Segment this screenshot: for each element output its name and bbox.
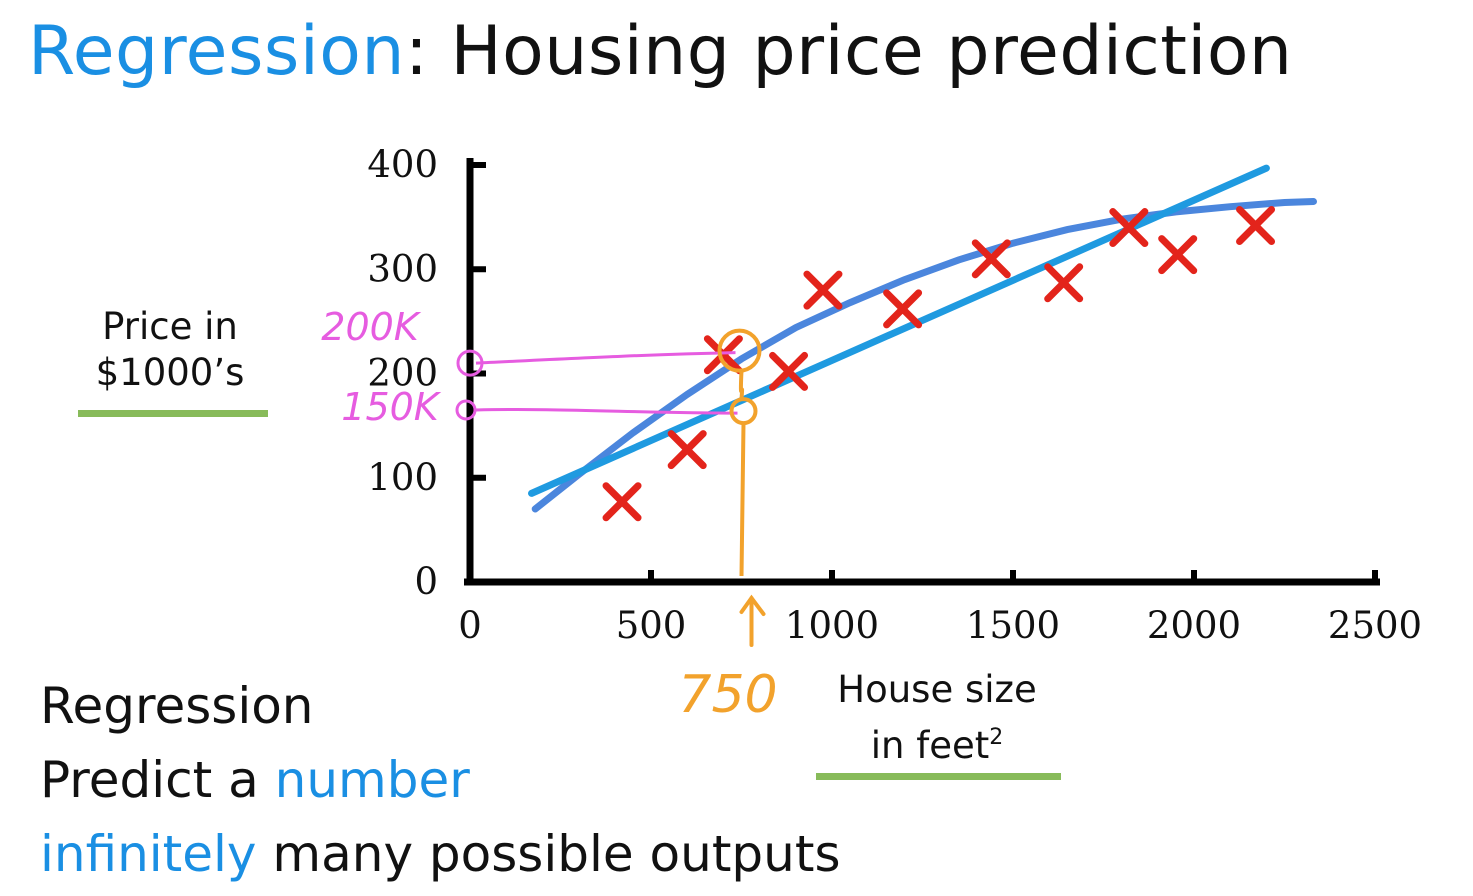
x-axis-label-line2: in feet2 xyxy=(870,724,1004,767)
orange-x-label: 750 xyxy=(678,665,777,725)
data-point-cross xyxy=(883,289,923,329)
data-point-cross xyxy=(1158,235,1198,275)
orange-vertical-guide xyxy=(738,370,746,577)
x-tick-label: 500 xyxy=(616,604,687,647)
pink-label-low: 150K xyxy=(341,385,442,429)
title-rest: : Housing price prediction xyxy=(404,12,1293,91)
orange-up-arrow xyxy=(739,594,766,647)
x-tick-label: 1500 xyxy=(966,604,1060,647)
y-tick-label: 300 xyxy=(367,247,438,290)
y-tick-label: 0 xyxy=(414,560,438,603)
infinitely-many-outputs-line: infinitely many possible outputs xyxy=(40,825,841,883)
y-axis-label: Price in $1000’s xyxy=(60,304,280,396)
title-accent: Regression xyxy=(28,12,405,91)
pink-circle-low xyxy=(455,399,477,421)
x-tick-label: 0 xyxy=(458,604,482,647)
x-tick-label: 1000 xyxy=(785,604,879,647)
data-point-cross xyxy=(602,482,642,522)
y-axis-label-line1: Price in xyxy=(102,305,238,348)
data-point-cross xyxy=(1236,205,1276,245)
page-title: Regression: Housing price prediction xyxy=(28,8,1293,96)
prediction-annotations: 200K 150K 750 xyxy=(321,305,777,725)
chart-axes xyxy=(464,158,1380,586)
regression-heading: Regression xyxy=(40,677,314,735)
data-point-cross xyxy=(803,270,843,310)
pink-circle-high xyxy=(456,349,484,377)
linear-fit-line xyxy=(528,164,1270,497)
data-point-cross xyxy=(703,335,743,375)
data-point-cross xyxy=(971,239,1011,279)
predict-a-number-line: Predict a number xyxy=(40,751,470,809)
pink-guide-high xyxy=(475,351,736,365)
x-tick-label: 2000 xyxy=(1147,604,1241,647)
data-point-cross xyxy=(769,351,809,391)
pink-guide-low xyxy=(475,408,738,415)
data-point-cross xyxy=(1109,208,1149,248)
y-tick-label: 100 xyxy=(367,456,438,499)
data-point-cross xyxy=(1044,263,1084,303)
fit-lines xyxy=(528,164,1317,513)
x-axis-label-line1: House size xyxy=(837,668,1037,711)
y-tick-label: 200 xyxy=(367,352,438,395)
y-tick-label: 400 xyxy=(367,143,438,186)
y-label-underline xyxy=(78,410,268,417)
x-tick-label: 2500 xyxy=(1328,604,1422,647)
data-points xyxy=(602,205,1276,522)
axis-ticks: 0 500 1000 1500 2000 2500 0 100 200 300 400 xyxy=(367,143,1422,647)
pink-label-high: 200K xyxy=(321,305,422,349)
data-point-cross xyxy=(667,430,707,470)
x-label-underline xyxy=(816,773,1061,780)
y-axis-label-line2: $1000’s xyxy=(95,351,245,394)
x-axis-label: House size in feet2 xyxy=(812,666,1062,770)
